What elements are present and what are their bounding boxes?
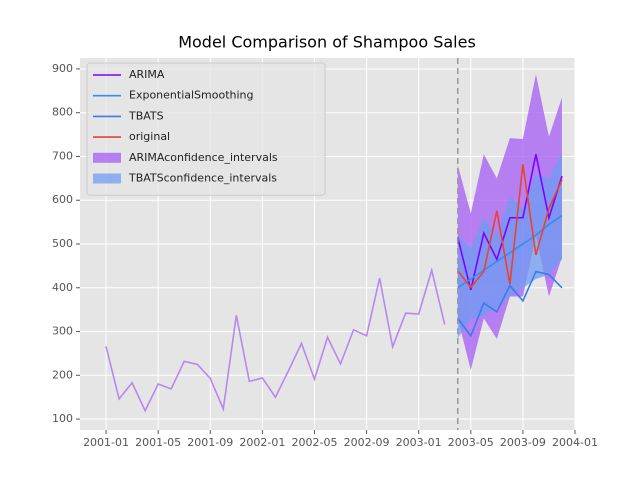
y-tick-label: 100: [52, 412, 73, 425]
x-tick-label: 2003-01: [396, 436, 442, 449]
y-tick-label: 300: [52, 325, 73, 338]
x-tick-label: 2003-05: [448, 436, 494, 449]
series-line: [456, 154, 563, 291]
x-tick-label: 2001-05: [135, 436, 181, 449]
legend-label: TBATSconfidence_intervals: [128, 172, 277, 185]
x-tick-label: 2001-09: [187, 436, 233, 449]
legend-label: original: [129, 130, 170, 143]
series-line: [105, 267, 446, 413]
legend-label: ARIMAconfidence_intervals: [129, 151, 278, 164]
confidence-band: [457, 152, 562, 339]
legend-label: ARIMA: [129, 68, 165, 81]
series-line: [457, 270, 563, 338]
legend-swatch: [93, 173, 121, 184]
x-tick-label: 2001-01: [83, 436, 129, 449]
legend-label: TBATS: [128, 109, 164, 122]
y-tick-label: 800: [52, 106, 73, 119]
legend-box: [86, 62, 326, 196]
y-tick-label: 900: [52, 62, 73, 75]
legend-swatch: [93, 152, 121, 163]
legend: ARIMA ExponentialSmoothing TBATS original AR…: [86, 62, 326, 196]
x-tick-label: 2003-09: [500, 436, 546, 449]
x-tick-label: 2002-01: [239, 436, 285, 449]
series-line: [457, 214, 563, 289]
x-tick-label: 2002-09: [344, 436, 390, 449]
y-tick-label: 700: [52, 149, 73, 162]
x-tick-label: 2002-05: [291, 436, 337, 449]
x-tick-label: 2004-01: [552, 436, 598, 449]
y-tick-label: 600: [52, 193, 73, 206]
legend-label: ExponentialSmoothing: [129, 89, 254, 102]
chart-title: Model Comparison of Shampoo Sales: [178, 33, 476, 52]
y-tick-label: 400: [52, 281, 73, 294]
y-tick-label: 200: [52, 368, 73, 381]
y-tick-label: 500: [52, 237, 73, 250]
series-line: [457, 164, 563, 289]
